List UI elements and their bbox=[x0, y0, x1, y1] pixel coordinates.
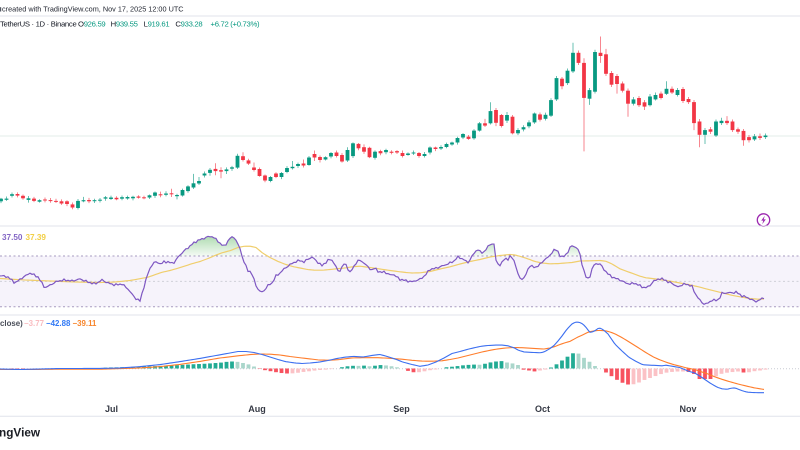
svg-text:C933.28: C933.28 bbox=[175, 19, 202, 28]
svg-text:O926.59: O926.59 bbox=[78, 19, 105, 28]
svg-text:−42.88: −42.88 bbox=[46, 319, 71, 328]
svg-text:37.50: 37.50 bbox=[2, 233, 23, 242]
svg-text:TetherUS · 1D · Binance: TetherUS · 1D · Binance bbox=[0, 19, 76, 28]
svg-text:Oct: Oct bbox=[535, 404, 550, 414]
svg-text:−3.77: −3.77 bbox=[24, 319, 45, 328]
svg-text:H939.55: H939.55 bbox=[111, 19, 138, 28]
svg-text:ngView: ngView bbox=[0, 426, 41, 440]
svg-text:+6.72 (+0.73%): +6.72 (+0.73%) bbox=[211, 19, 261, 28]
svg-text:Aug: Aug bbox=[248, 404, 266, 414]
svg-text:Jul: Jul bbox=[105, 404, 118, 414]
svg-text:Nov: Nov bbox=[679, 404, 696, 414]
svg-text:close): close) bbox=[0, 319, 23, 328]
svg-text:Sep: Sep bbox=[393, 404, 410, 414]
svg-text:37.39: 37.39 bbox=[26, 233, 47, 242]
svg-text:created with TradingView.com,: created with TradingView.com, Nov 17, 20… bbox=[2, 5, 184, 14]
svg-text:L919.61: L919.61 bbox=[144, 19, 170, 28]
svg-text:−39.11: −39.11 bbox=[73, 319, 98, 328]
